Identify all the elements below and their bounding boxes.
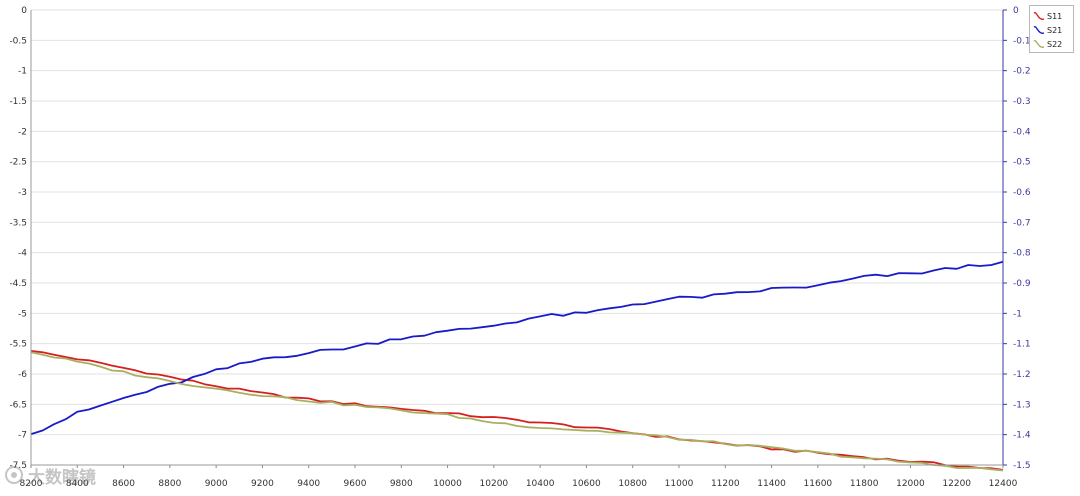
watermark: 大数瞎镜 [4,462,96,488]
legend-label-s11: S11 [1047,11,1063,21]
x-tick-label: 9400 [297,479,320,489]
right-tick-label: -0.3 [1013,97,1031,107]
legend-label-s22: S22 [1047,39,1063,49]
right-tick-label: -1.1 [1013,340,1031,350]
x-tick-label: 8800 [158,479,181,489]
x-tick-label: 12000 [896,479,925,489]
left-tick-label: -1.5 [9,97,27,107]
x-tick-label: 12200 [942,479,971,489]
x-tick-label: 10400 [526,479,555,489]
right-tick-label: -1.5 [1013,461,1031,471]
x-tick-label: 9000 [205,479,228,489]
right-tick-label: -1.3 [1013,400,1031,410]
left-tick-label: -5 [18,309,27,319]
right-tick-label: -0.7 [1013,218,1031,228]
left-tick-label: -5.5 [9,340,27,350]
x-tick-label: 8400 [66,479,89,489]
left-tick-label: -6.5 [9,400,27,410]
x-tick-label: 11600 [804,479,833,489]
right-tick-label: -0.2 [1013,67,1031,77]
left-tick-label: -2.5 [9,158,27,168]
left-tick-label: -6 [18,370,27,380]
right-tick-label: -0.8 [1013,249,1031,259]
legend: S11 S21 S22 [1029,5,1074,53]
watermark-logo-icon [5,466,23,484]
left-tick-label: -3.5 [9,218,27,228]
x-tick-label: 11400 [757,479,786,489]
x-tick-label: 9800 [390,479,413,489]
right-tick-label: -0.1 [1013,36,1031,46]
left-tick-label: -1 [18,67,27,77]
x-tick-label: 10800 [618,479,647,489]
left-tick-label: -4.5 [9,279,27,289]
x-tick-label: 10000 [433,479,462,489]
legend-label-s21: S21 [1047,25,1063,35]
right-tick-label: -0.5 [1013,158,1031,168]
right-tick-label: -0.9 [1013,279,1031,289]
right-tick-label: 0 [1013,6,1019,16]
legend-swatch-s21 [1033,26,1045,34]
legend-item-s22: S22 [1033,37,1062,51]
right-tick-label: -1 [1013,309,1022,319]
x-tick-label: 8600 [112,479,135,489]
x-tick-label: 9600 [344,479,367,489]
x-tick-label: 10600 [572,479,601,489]
series-line-s11 [30,350,1004,471]
legend-item-s11: S11 [1033,9,1062,23]
x-axis-ticks: 8200 8400 8600 8800 9000 9200 9400 9600 9800 1000… [20,465,1018,489]
x-tick-label: 9200 [251,479,274,489]
gridlines [31,9,1003,466]
watermark-text: 大数瞎镜 [28,467,96,488]
right-tick-label: -1.2 [1013,370,1031,380]
right-tick-label: -1.4 [1013,431,1031,441]
axes [30,10,1004,466]
x-tick-label: 12400 [989,479,1018,489]
left-axis-ticks: 0 -0.5 -1 -1.5 -2 -2.5 -3 -3.5 -4 -4.5 -5 -5.5 -6 -6.… [9,6,27,471]
right-tick-label: -0.6 [1013,188,1031,198]
legend-swatch-s11 [1033,12,1045,20]
x-tick-label: 8200 [20,479,43,489]
x-tick-label: 10200 [480,479,509,489]
left-tick-label: -7.5 [9,461,27,471]
x-tick-label: 11000 [665,479,694,489]
left-tick-label: -7 [18,431,27,441]
left-tick-label: -2 [18,127,27,137]
left-tick-label: -0.5 [9,36,27,46]
legend-swatch-s22 [1033,40,1045,48]
right-axis-ticks: 0 -0.1 -0.2 -0.3 -0.4 -0.5 -0.6 -0.7 -0.8 -0.9 -1 -… [1003,6,1031,471]
x-tick-label: 11200 [711,479,740,489]
left-tick-label: -4 [18,249,27,259]
series-line-s22 [30,351,1004,472]
left-tick-label: -3 [18,188,27,198]
series-lines [30,260,1004,472]
series-line-s21 [30,260,1004,435]
right-tick-label: -0.4 [1013,127,1031,137]
left-tick-label: 0 [21,6,27,16]
x-tick-label: 11800 [850,479,879,489]
legend-item-s21: S21 [1033,23,1062,37]
